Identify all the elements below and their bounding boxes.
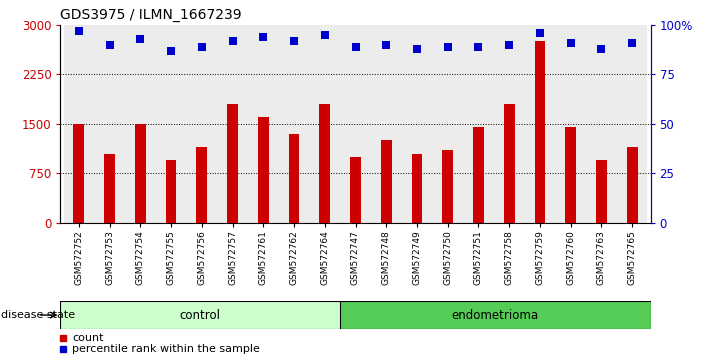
Bar [60, 301, 340, 329]
Point [257, 34, 269, 40]
Bar [258, 117, 269, 223]
Point [380, 42, 392, 47]
Point [196, 44, 208, 50]
Point [134, 36, 146, 41]
Point [626, 40, 638, 45]
Point [473, 44, 484, 50]
Text: control: control [180, 309, 220, 321]
Text: count: count [73, 333, 104, 343]
Bar [95, 25, 125, 223]
Bar [586, 25, 616, 223]
Text: percentile rank within the sample: percentile rank within the sample [73, 344, 260, 354]
Bar [350, 157, 361, 223]
Bar [473, 127, 483, 223]
Bar [63, 25, 95, 223]
Bar [125, 25, 156, 223]
Point [73, 28, 85, 34]
Bar [105, 154, 115, 223]
Bar [166, 160, 176, 223]
Bar [279, 25, 309, 223]
Bar [555, 25, 586, 223]
Text: endometrioma: endometrioma [451, 309, 539, 321]
Bar [381, 141, 392, 223]
Bar [319, 104, 330, 223]
Bar [156, 25, 186, 223]
Bar [535, 41, 545, 223]
Bar [412, 154, 422, 223]
Point [350, 44, 361, 50]
Bar [340, 25, 371, 223]
Bar [432, 25, 463, 223]
Bar [186, 25, 217, 223]
Text: GDS3975 / ILMN_1667239: GDS3975 / ILMN_1667239 [60, 8, 242, 22]
Bar [616, 25, 648, 223]
Bar [565, 127, 576, 223]
Point [104, 42, 115, 47]
Point [166, 48, 177, 53]
Bar [442, 150, 453, 223]
Bar [135, 124, 146, 223]
Bar [248, 25, 279, 223]
Bar [309, 25, 340, 223]
Text: disease state: disease state [1, 310, 75, 320]
Bar [196, 147, 207, 223]
Bar [73, 124, 85, 223]
Bar [228, 104, 238, 223]
Point [565, 40, 577, 45]
Point [319, 32, 331, 38]
Bar [504, 104, 515, 223]
Bar [289, 134, 299, 223]
Bar [596, 160, 606, 223]
Point [411, 46, 422, 51]
Point [227, 38, 238, 44]
Bar [525, 25, 555, 223]
Bar [340, 301, 651, 329]
Point [442, 44, 454, 50]
Bar [371, 25, 402, 223]
Bar [217, 25, 248, 223]
Point [503, 42, 515, 47]
Bar [463, 25, 494, 223]
Bar [494, 25, 525, 223]
Bar [626, 147, 638, 223]
Point [534, 30, 545, 35]
Point [596, 46, 607, 51]
Point [289, 38, 300, 44]
Bar [402, 25, 432, 223]
